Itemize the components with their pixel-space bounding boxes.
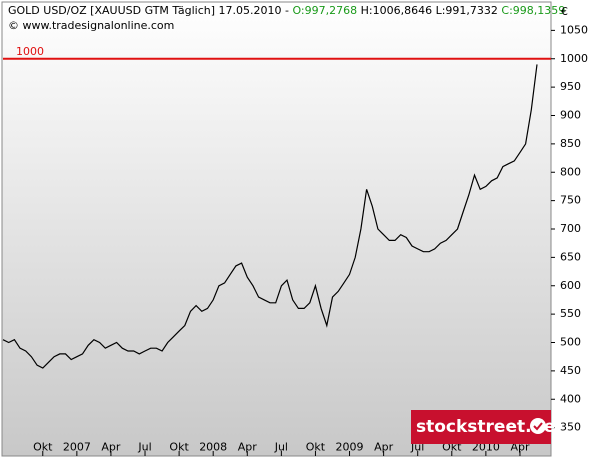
x-tick-label: Okt [169,441,189,454]
y-tick-label: 400 [560,392,581,405]
x-tick-label: 2009 [336,441,364,454]
y-tick-label: 450 [560,364,581,377]
y-tick-label: 850 [560,137,581,150]
x-tick-label: Apr [374,441,394,454]
currency: € [561,5,568,18]
x-tick-label: Okt [306,441,326,454]
y-tick-label: 1000 [560,52,588,65]
title: GOLD USD/OZ [XAUUSD GTM Täglich] 17.05.2… [8,4,289,17]
logo: stockstreet.de [416,417,555,437]
y-tick-label: 700 [560,222,581,235]
x-tick-label: Jul [137,441,151,454]
open: O:997,2768 [292,4,357,17]
high-low: H:1006,8646 L:991,7332 [361,4,498,17]
logo-box [411,410,551,444]
x-tick-label: 2007 [63,441,91,454]
y-tick-label: 750 [560,194,581,207]
price-line [2,64,538,369]
source: © www.tradesignalonline.com [8,19,174,32]
x-tick-label: Jul [274,441,288,454]
y-tick-label: 650 [560,250,581,263]
y-tick-label: 350 [560,421,581,434]
y-tick-label: 900 [560,109,581,122]
y-tick-label: 600 [560,279,581,292]
header: GOLD USD/OZ [XAUUSD GTM Täglich] 17.05.2… [8,4,565,17]
x-tick-label: Apr [238,441,258,454]
close: C:998,1359 [501,4,565,17]
plot-area [1,1,552,457]
y-tick-label: 1050 [560,23,588,36]
x-tick-label: 2008 [199,441,227,454]
logo-check [533,422,543,431]
x-tick-label: Apr [101,441,121,454]
y-tick-label: 550 [560,307,581,320]
x-tick-label: Okt [33,441,53,454]
y-tick-label: 950 [560,80,581,93]
y-tick-label: 500 [560,336,581,349]
logo-icon [530,418,546,434]
reference-label: 1000 [16,45,44,58]
y-tick-label: 800 [560,165,581,178]
